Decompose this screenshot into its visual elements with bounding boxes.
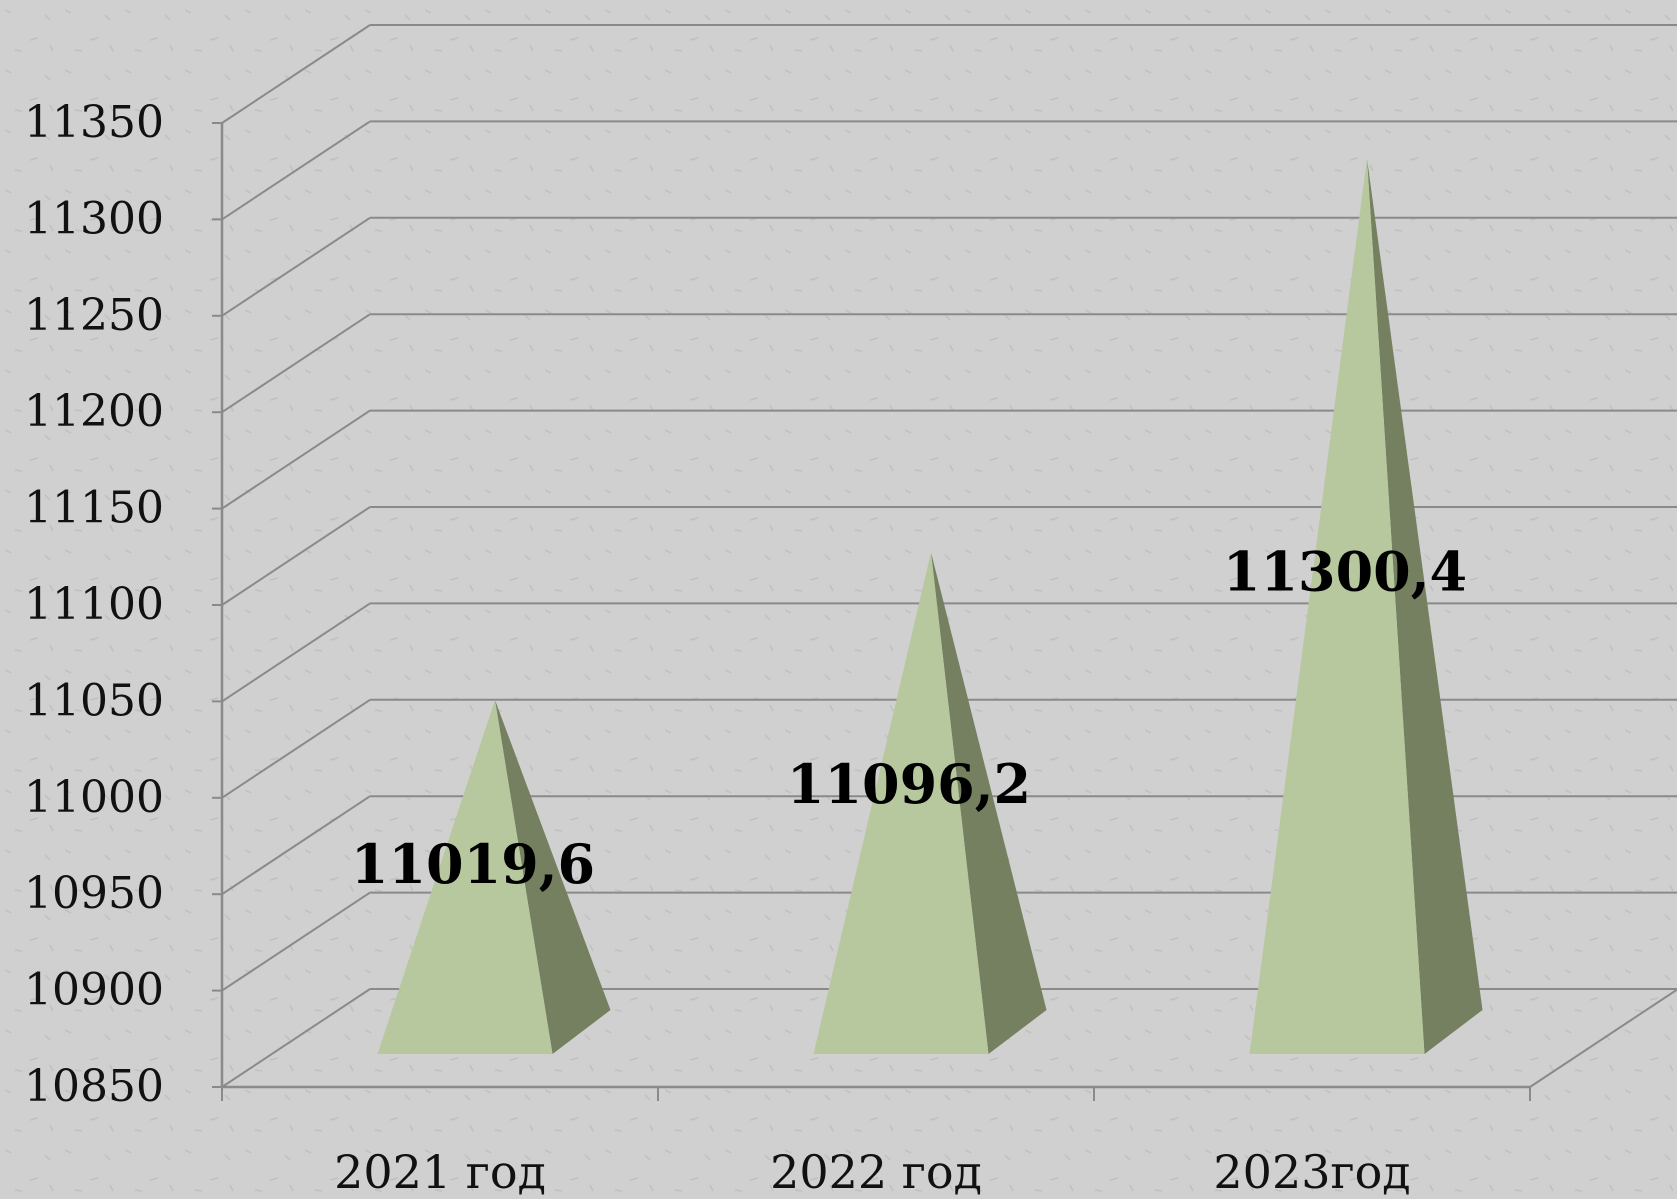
pyramid-side-face [931,552,1047,1054]
grid-diagonal [221,891,371,992]
y-tick-label: 11200 [24,386,164,437]
data-label: 11300,4 [1223,539,1467,603]
y-tick-label: 11100 [24,579,164,630]
pyramid-front-face [377,700,553,1054]
grid-diagonal [221,795,371,896]
y-tick-label: 11300 [24,193,164,244]
grid-diagonal [221,506,371,606]
grid-diagonal [221,216,371,317]
y-tick-label: 11050 [24,675,164,726]
y-tick-label: 10950 [24,868,164,919]
y-tick-label: 11250 [24,290,164,341]
grid-diagonal [221,602,371,703]
y-tick-label: 10900 [24,965,164,1016]
grid-diagonal [221,313,371,414]
grid-diagonal [221,409,371,510]
grid-diagonal [221,120,371,221]
category-labels: 2021 год 2022 год 2023год [334,1145,1411,1199]
data-label: 11096,2 [787,752,1031,816]
grid-diagonal [221,698,371,799]
y-tick-label: 11350 [24,97,164,148]
data-label: 11019,6 [351,832,595,896]
y-tick-label: 11000 [24,772,164,823]
pyramid-side-face [495,700,611,1054]
y-tick-label: 10850 [24,1061,164,1112]
category-label: 2022 год [770,1145,982,1199]
data-labels: 11019,6 11096,2 11300,4 [351,539,1467,895]
y-axis-ticks: 10850 10900 10950 11000 11050 11100 11150 11200… [24,97,222,1112]
category-label: 2023год [1213,1145,1410,1199]
pyramid-front-face [1249,158,1425,1055]
pyramid-side-face [1367,158,1483,1055]
category-label: 2021 год [334,1145,546,1199]
pyramids [377,158,1483,1055]
y-tick-label: 11150 [24,483,164,534]
pyramid-front-face [813,552,989,1054]
floor-right-edge [1529,988,1677,1088]
grid-lines [221,24,1677,1088]
grid-diagonal [221,24,371,124]
grid-diagonal [221,988,371,1088]
